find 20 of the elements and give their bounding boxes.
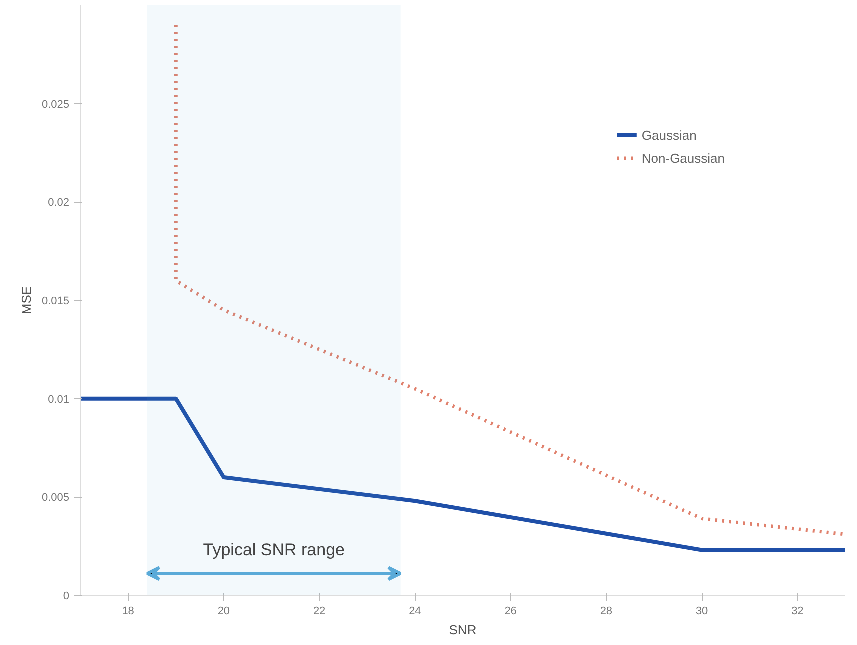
y-tick-label: 0.01	[48, 394, 70, 406]
x-tick-label: 22	[313, 606, 326, 618]
x-tick-label: 28	[600, 606, 613, 618]
y-tick-label: 0.025	[42, 98, 70, 111]
x-axis-title: SNR	[449, 622, 477, 638]
y-tick-label: 0.015	[42, 296, 70, 308]
line-series	[174, 23, 846, 536]
legend-label: Gaussian	[642, 128, 697, 142]
x-tick-label: 26	[504, 606, 517, 618]
legend-label: Non-Gaussian	[642, 150, 725, 166]
y-axis-title: MSE	[18, 286, 34, 315]
band-label: Typical SNR range	[203, 540, 346, 560]
x-tick-label: 20	[218, 606, 230, 618]
x-tick-label: 24	[409, 606, 422, 618]
x-tick-label: 32	[792, 606, 804, 618]
y-tick-label: 0	[63, 590, 70, 602]
x-tick-label: 30	[696, 606, 708, 618]
y-tick-label: 0.02	[48, 197, 70, 210]
x-tick-label: 18	[122, 606, 134, 618]
y-tick-label: 0.005	[42, 492, 70, 504]
